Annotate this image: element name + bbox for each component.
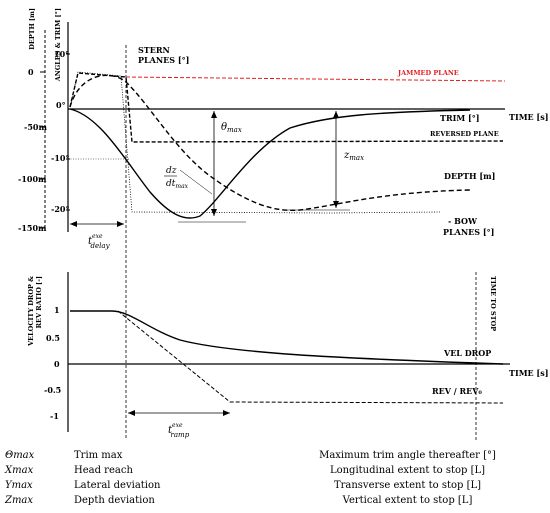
- depth-curve: [69, 74, 471, 212]
- angle-tick-m10: -10°: [51, 153, 69, 163]
- legend-row: Θmax Trim max Maximum trim angle thereaf…: [0, 450, 550, 465]
- dzdt-den: dtmax: [166, 179, 189, 190]
- arrowhead: [333, 201, 339, 208]
- legend-symbol: Xmax: [5, 465, 34, 476]
- legend-row: Xmax Head reach Longitudinal extent to s…: [0, 465, 550, 480]
- legend-row: Zmax Depth deviation Vertical extent to …: [0, 495, 550, 510]
- stern-planes-label-1: STERN: [138, 45, 170, 55]
- legend-name: Head reach: [74, 465, 133, 476]
- dzdt-tangent: [179, 169, 213, 195]
- bow-planes-label-1: - BOW: [448, 216, 478, 226]
- legend-symbol: Ymax: [5, 480, 33, 491]
- angle-axis-title: ANGLES & TRIM [°]: [54, 8, 62, 82]
- vel-drop-label: VEL DROP: [443, 348, 491, 358]
- bottom-axis-title-1: VELOCITY DROP &: [27, 276, 35, 347]
- jammed-plane-line: [125, 76, 506, 82]
- depth-axis-title: DEPTH [m]: [28, 8, 36, 50]
- depth-tick-50: -50m: [24, 122, 47, 132]
- arrowhead: [128, 410, 135, 416]
- t-delay-label: texe delay: [88, 233, 111, 250]
- legend: Θmax Trim max Maximum trim angle thereaf…: [0, 448, 550, 513]
- legend-name: Trim max: [74, 450, 123, 461]
- arrowhead: [117, 221, 124, 227]
- rev-curve: [70, 310, 504, 404]
- rev-label: REV / REV₀: [432, 386, 482, 396]
- arrowhead: [211, 209, 217, 216]
- legend-name: Lateral deviation: [74, 480, 161, 491]
- t-ramp-label: texe ramp: [168, 422, 190, 439]
- legend-row: Ymax Lateral deviation Transverse extent…: [0, 480, 550, 495]
- dzdt-num: dz: [166, 166, 177, 176]
- depth-tick-100: -100m: [18, 174, 47, 184]
- arrowhead: [333, 111, 339, 118]
- legend-desc: Transverse extent to stop [L]: [333, 480, 482, 491]
- vel-drop-curve: [70, 310, 504, 365]
- angle-tick-m20: -20°: [51, 204, 69, 214]
- trim-label: TRIM [°]: [440, 113, 480, 123]
- legend-symbol: Zmax: [5, 495, 34, 506]
- arrowhead: [211, 111, 217, 118]
- bottom-tick-05: 0.5: [46, 333, 60, 343]
- bottom-axis-title-2: REV RATIO [-]: [35, 276, 43, 328]
- bottom-tick-m1: -1: [50, 411, 59, 421]
- maneuver-diagram: DEPTH [m] ANGLES & TRIM [°] 0 -50m -100m…: [18, 8, 549, 440]
- arrowhead: [70, 221, 77, 227]
- time-to-stop-label: TIME TO STOP: [489, 276, 497, 331]
- depth-label: DEPTH [m]: [444, 171, 495, 181]
- legend-desc: Longitudinal extent to stop [L]: [329, 465, 486, 476]
- stern-planes-label-2: PLANES [°]: [138, 55, 189, 65]
- bow-planes-line: [69, 71, 441, 214]
- theta-max-label: θmax: [221, 122, 242, 134]
- legend-symbol: Θmax: [5, 450, 35, 461]
- stern-planes-line: [69, 72, 504, 143]
- angle-tick-0: 0°: [56, 100, 66, 110]
- depth-tick-0: 0: [28, 67, 34, 77]
- jammed-plane-label: JAMMED PLANE: [397, 69, 459, 77]
- legend-desc: Vertical extent to stop [L]: [342, 495, 473, 506]
- bottom-tick-1: 1: [54, 305, 60, 315]
- bottom-tick-m05: -0.5: [44, 385, 61, 395]
- bottom-time-label: TIME [s]: [509, 368, 549, 378]
- legend-name: Depth deviation: [74, 495, 155, 506]
- trim-curve: [69, 108, 471, 219]
- arrowhead: [223, 410, 230, 416]
- legend-desc: Maximum trim angle thereafter [°]: [319, 450, 496, 461]
- top-time-label: TIME [s]: [509, 112, 549, 122]
- z-max-label: zmax: [343, 150, 364, 162]
- bow-planes-label-2: PLANES [°]: [443, 227, 494, 237]
- bottom-tick-0: 0: [54, 359, 60, 369]
- angle-tick-10: 10°: [54, 49, 69, 59]
- reversed-plane-label: REVERSED PLANE: [430, 130, 499, 138]
- depth-tick-150: -150m: [18, 223, 47, 233]
